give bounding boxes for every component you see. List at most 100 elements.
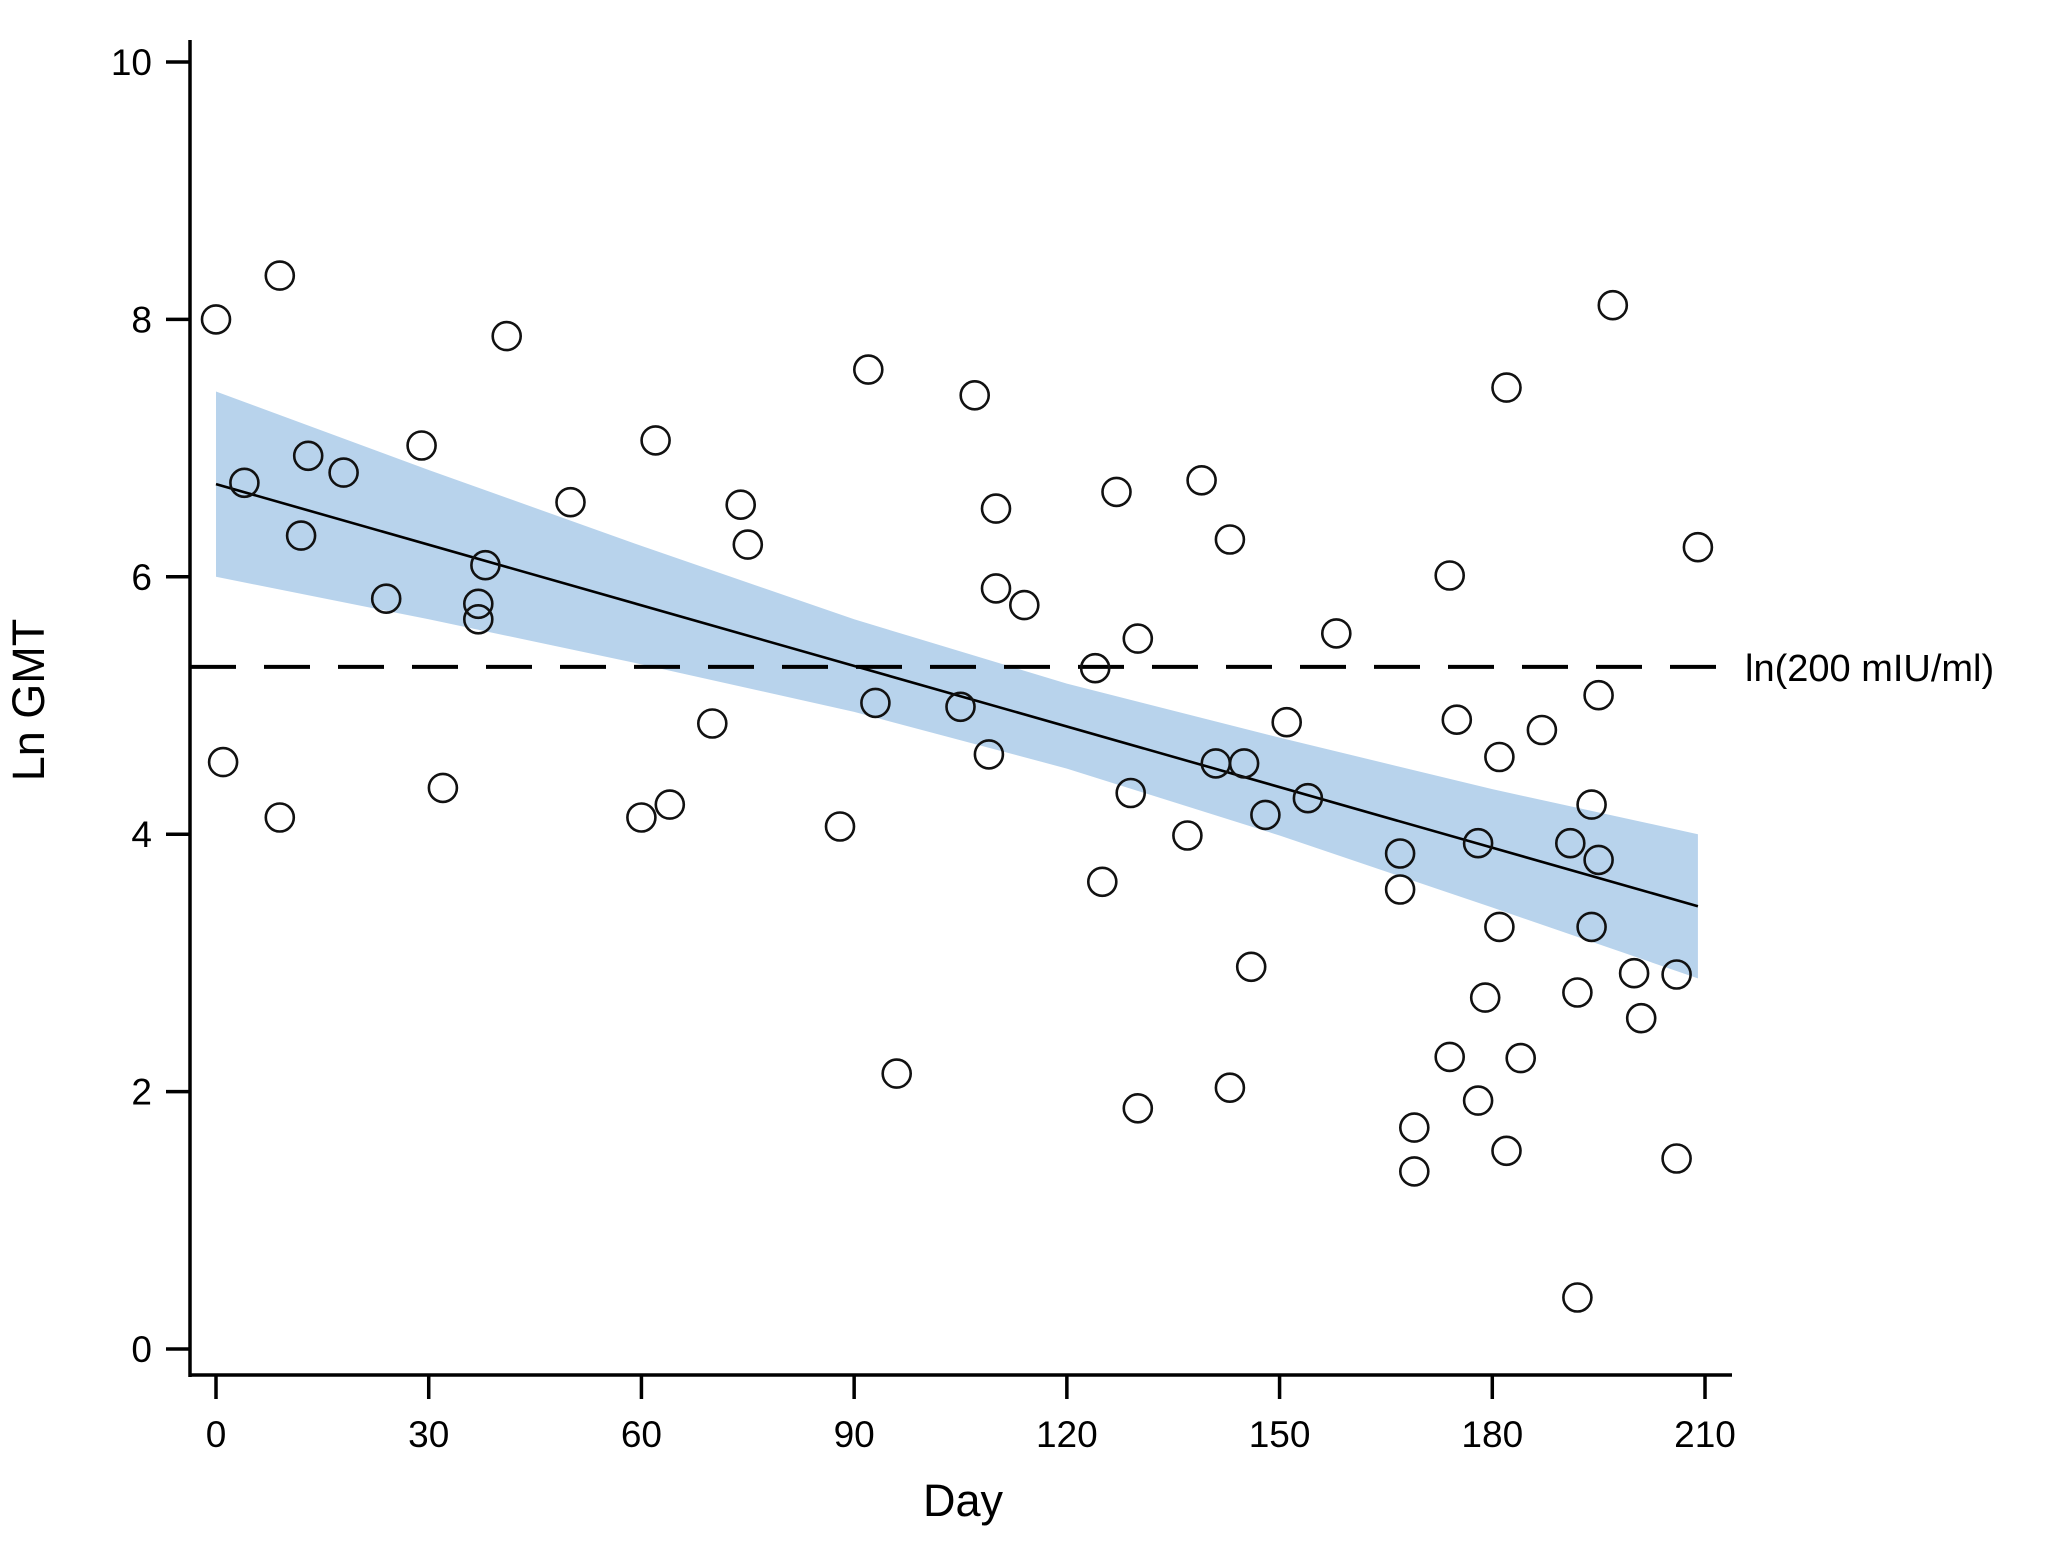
data-point xyxy=(860,687,891,719)
regression-line xyxy=(215,482,1699,908)
data-point xyxy=(462,588,494,620)
data-point xyxy=(491,320,523,352)
y-axis: 0 2 4 6 8 10 xyxy=(111,40,192,1377)
data-point xyxy=(1250,799,1281,831)
data-point xyxy=(1441,704,1473,736)
data-point xyxy=(1661,959,1692,990)
data-point xyxy=(1228,748,1260,779)
data-point xyxy=(1484,741,1515,773)
data-point xyxy=(959,379,991,411)
data-point xyxy=(1122,623,1154,654)
y-axis-tick-label: 2 xyxy=(131,1072,152,1113)
data-point xyxy=(1321,618,1352,649)
confidence-band-area xyxy=(216,391,1698,979)
data-point xyxy=(1235,951,1267,983)
y-axis-tick-label: 10 xyxy=(111,42,152,83)
data-point xyxy=(640,425,671,456)
data-point xyxy=(207,746,239,778)
data-point xyxy=(1101,476,1132,508)
data-point xyxy=(1462,1085,1494,1116)
x-axis-tick-label: 60 xyxy=(621,1414,662,1455)
data-point xyxy=(1079,652,1111,684)
data-point xyxy=(1682,531,1714,563)
data-point xyxy=(1384,838,1416,869)
data-point xyxy=(1292,782,1324,814)
data-point xyxy=(370,583,402,615)
data-point xyxy=(1491,1135,1522,1167)
data-point xyxy=(1484,911,1515,943)
data-point xyxy=(1186,464,1217,496)
reference-line-label: ln(200 mIU/ml) xyxy=(1745,648,1994,690)
data-point xyxy=(1597,289,1629,321)
data-point xyxy=(1384,874,1416,905)
data-point xyxy=(1562,977,1593,1008)
y-axis-tick-label: 6 xyxy=(131,557,152,598)
data-point xyxy=(292,440,324,472)
data-point xyxy=(1399,1156,1430,1187)
data-point xyxy=(980,493,1012,524)
confidence-band xyxy=(216,391,1698,979)
data-point xyxy=(328,457,359,488)
data-point xyxy=(1399,1112,1430,1143)
x-axis-tick-label: 0 xyxy=(206,1414,227,1455)
data-point xyxy=(229,467,260,499)
data-point xyxy=(1526,714,1558,746)
data-point xyxy=(1576,789,1607,820)
x-axis-tick-label: 90 xyxy=(834,1414,875,1455)
data-point xyxy=(1115,777,1146,809)
data-point xyxy=(1491,372,1522,403)
data-point xyxy=(852,354,884,385)
data-point xyxy=(1562,1282,1593,1313)
data-point xyxy=(1625,1002,1657,1034)
data-point xyxy=(980,573,1012,604)
data-point xyxy=(973,739,1005,770)
data-point xyxy=(1214,1072,1246,1103)
data-point xyxy=(1661,1143,1692,1174)
data-point xyxy=(1434,1041,1465,1073)
x-axis-title: Day xyxy=(923,1475,1004,1526)
data-point xyxy=(1469,982,1501,1013)
y-axis-title: Ln GMT xyxy=(3,619,54,782)
data-point xyxy=(470,549,501,581)
data-point xyxy=(945,691,976,723)
data-point xyxy=(1583,844,1614,876)
x-axis: 0 30 60 90 120 150 180 210 xyxy=(190,1373,1736,1455)
data-point xyxy=(1576,911,1607,943)
x-axis-tick-label: 30 xyxy=(408,1414,449,1455)
data-point xyxy=(555,486,586,518)
data-point xyxy=(1271,706,1302,738)
data-point xyxy=(824,811,856,842)
y-axis-tick-label: 4 xyxy=(131,814,152,855)
data-point xyxy=(1583,679,1614,711)
data-point xyxy=(1555,827,1586,859)
data-point xyxy=(1009,589,1040,621)
x-axis-tick-label: 120 xyxy=(1036,1414,1098,1455)
x-axis-tick-label: 210 xyxy=(1674,1414,1736,1455)
data-point xyxy=(285,520,317,551)
data-point xyxy=(406,430,437,461)
data-point xyxy=(1505,1042,1536,1074)
data-point xyxy=(427,772,459,804)
data-point xyxy=(1618,957,1650,989)
data-point xyxy=(626,802,657,833)
data-point xyxy=(1214,524,1246,555)
data-point xyxy=(1434,560,1465,591)
y-axis-tick-label: 0 xyxy=(131,1329,152,1370)
data-point xyxy=(1122,1093,1154,1124)
data-point xyxy=(462,603,494,635)
data-point xyxy=(881,1058,913,1089)
x-axis-tick-label: 150 xyxy=(1249,1414,1311,1455)
data-point xyxy=(264,802,296,833)
data-point xyxy=(1462,827,1494,859)
x-axis-tick-label: 180 xyxy=(1461,1414,1523,1455)
data-point xyxy=(696,708,728,739)
data-point xyxy=(732,529,764,560)
data-point xyxy=(200,304,232,335)
data-point xyxy=(654,789,686,820)
data-points xyxy=(200,260,1714,1313)
data-point xyxy=(264,260,296,291)
data-point xyxy=(1172,820,1203,851)
data-point xyxy=(1087,866,1118,898)
regression-fit-line xyxy=(215,482,1699,908)
